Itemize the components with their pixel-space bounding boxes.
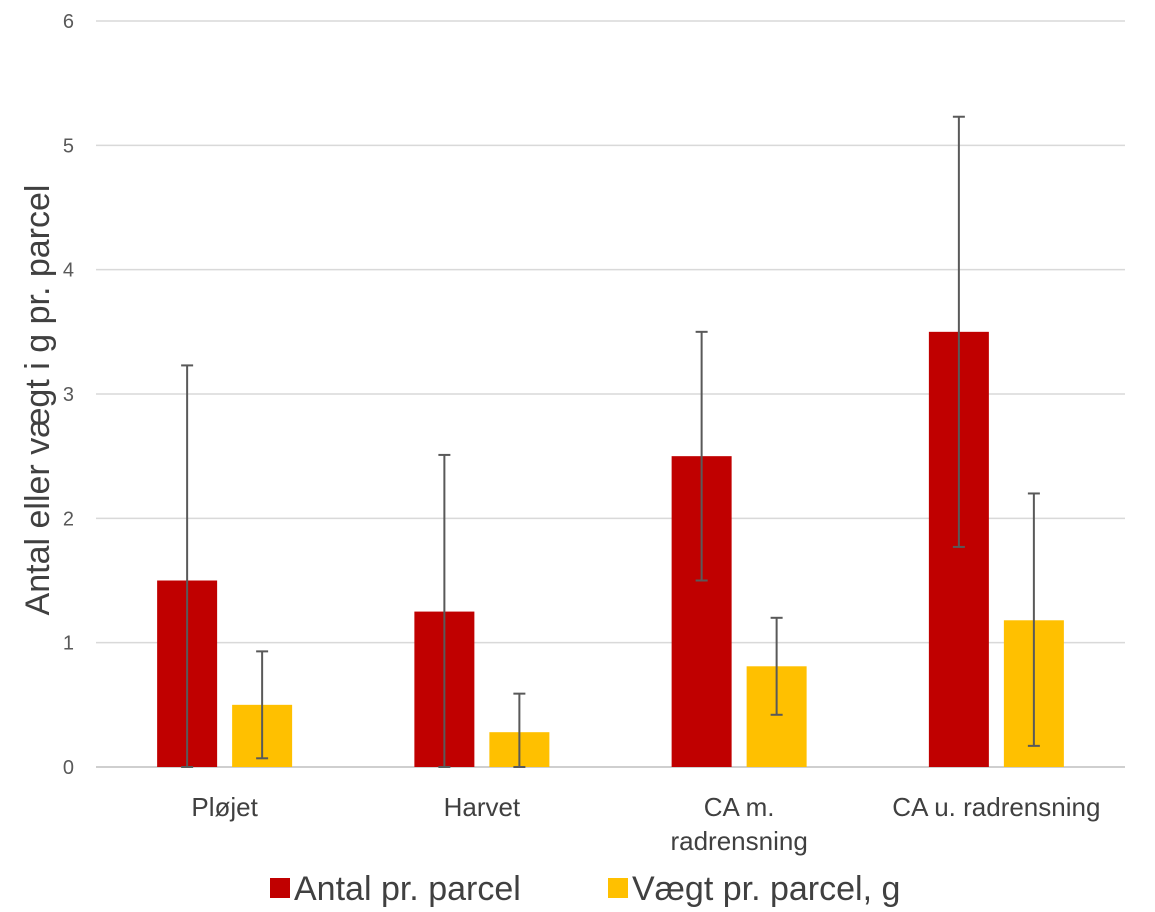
y-tick-label: 1	[63, 633, 74, 655]
x-tick-label: Pløjet	[191, 792, 258, 822]
legend: Antal pr. parcel Vægt pr. parcel, g	[270, 870, 900, 908]
x-tick-label: CA u. radrensning	[892, 792, 1100, 822]
bars	[157, 331, 1064, 767]
legend-swatch	[608, 878, 628, 898]
y-tick-label: 4	[63, 260, 74, 282]
y-tick-label: 5	[63, 135, 74, 157]
legend-label: Vægt pr. parcel, g	[632, 870, 900, 908]
y-axis-label: Antal eller vægt i g pr. parcel	[19, 185, 57, 616]
x-axis-labels: Pløjet Harvet CA m. radrensning CA u. radren…	[191, 792, 1100, 856]
y-tick-label: 6	[63, 11, 74, 33]
legend-swatch	[270, 878, 290, 898]
y-tick-label: 3	[63, 384, 74, 406]
y-axis-ticks: 0 1 2 3 4 5 6	[63, 11, 74, 779]
legend-label: Antal pr. parcel	[294, 870, 521, 908]
y-tick-label: 0	[63, 757, 74, 779]
x-tick-label: Harvet	[444, 792, 521, 822]
gridlines	[96, 20, 1125, 768]
error-bars	[181, 115, 1040, 768]
y-tick-label: 2	[63, 508, 74, 530]
x-tick-label: CA m. radrensning	[670, 792, 807, 856]
